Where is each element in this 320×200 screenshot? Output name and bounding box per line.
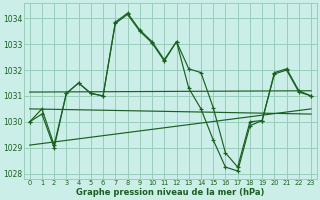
X-axis label: Graphe pression niveau de la mer (hPa): Graphe pression niveau de la mer (hPa) [76, 188, 265, 197]
